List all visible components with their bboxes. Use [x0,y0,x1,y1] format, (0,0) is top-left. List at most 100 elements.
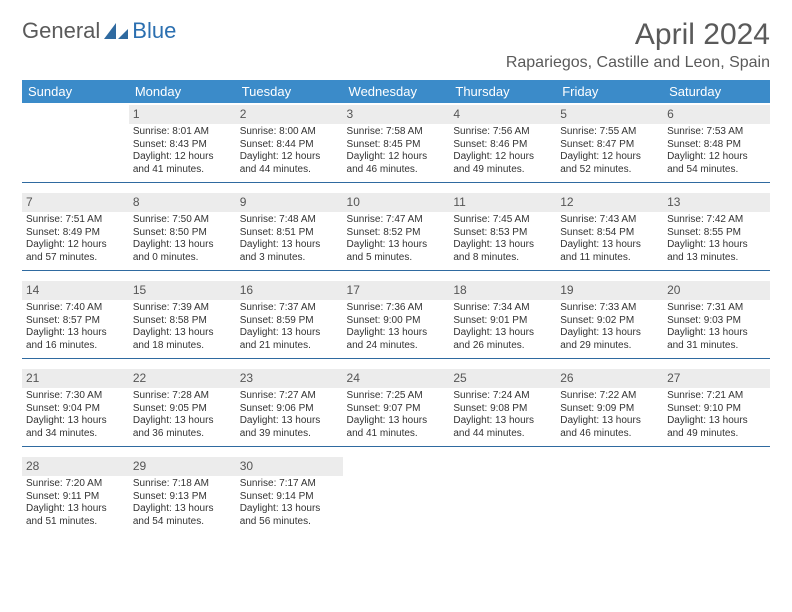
day-cell: 11Sunrise: 7:45 AMSunset: 8:53 PMDayligh… [449,191,556,271]
week-row: 1Sunrise: 8:01 AMSunset: 8:43 PMDaylight… [22,103,770,183]
day-sunset: Sunset: 8:46 PM [453,139,552,152]
day-cell: 17Sunrise: 7:36 AMSunset: 9:00 PMDayligh… [343,279,450,359]
calendar-table: SundayMondayTuesdayWednesdayThursdayFrid… [22,80,770,534]
day-number: 25 [449,369,556,388]
day-cell: 19Sunrise: 7:33 AMSunset: 9:02 PMDayligh… [556,279,663,359]
day-sunrise: Sunrise: 7:39 AM [133,302,232,315]
day-day2: and 46 minutes. [560,428,659,441]
day-sunset: Sunset: 8:43 PM [133,139,232,152]
day-day2: and 11 minutes. [560,252,659,265]
day-sunset: Sunset: 9:00 PM [347,315,446,328]
day-day2: and 56 minutes. [240,516,339,529]
day-sunset: Sunset: 8:45 PM [347,139,446,152]
day-number: 12 [556,193,663,212]
day-day1: Daylight: 13 hours [240,327,339,340]
week-separator [22,447,770,456]
day-day2: and 29 minutes. [560,340,659,353]
day-number: 6 [663,105,770,124]
day-number: 30 [236,457,343,476]
day-day2: and 52 minutes. [560,164,659,177]
day-sunset: Sunset: 8:50 PM [133,227,232,240]
day-cell: 25Sunrise: 7:24 AMSunset: 9:08 PMDayligh… [449,367,556,447]
day-day2: and 54 minutes. [133,516,232,529]
logo-text-2: Blue [132,18,176,44]
day-number: 10 [343,193,450,212]
day-number: 21 [22,369,129,388]
day-day2: and 39 minutes. [240,428,339,441]
day-day2: and 8 minutes. [453,252,552,265]
day-sunrise: Sunrise: 7:56 AM [453,126,552,139]
day-day1: Daylight: 13 hours [560,327,659,340]
week-row: 28Sunrise: 7:20 AMSunset: 9:11 PMDayligh… [22,455,770,534]
day-cell: 8Sunrise: 7:50 AMSunset: 8:50 PMDaylight… [129,191,236,271]
day-sunset: Sunset: 8:49 PM [26,227,125,240]
day-sunset: Sunset: 9:05 PM [133,403,232,416]
day-number: 18 [449,281,556,300]
day-day2: and 41 minutes. [133,164,232,177]
day-sunset: Sunset: 9:07 PM [347,403,446,416]
week-row: 14Sunrise: 7:40 AMSunset: 8:57 PMDayligh… [22,279,770,359]
empty-cell [556,455,663,534]
empty-cell [343,455,450,534]
week-row: 7Sunrise: 7:51 AMSunset: 8:49 PMDaylight… [22,191,770,271]
day-sunrise: Sunrise: 7:37 AM [240,302,339,315]
day-cell: 20Sunrise: 7:31 AMSunset: 9:03 PMDayligh… [663,279,770,359]
day-sunrise: Sunrise: 7:36 AM [347,302,446,315]
logo: General Blue [22,18,176,44]
day-sunrise: Sunrise: 7:42 AM [667,214,766,227]
day-day1: Daylight: 13 hours [667,239,766,252]
day-sunset: Sunset: 9:06 PM [240,403,339,416]
day-sunset: Sunset: 9:02 PM [560,315,659,328]
day-day1: Daylight: 13 hours [133,327,232,340]
day-day2: and 31 minutes. [667,340,766,353]
day-cell: 13Sunrise: 7:42 AMSunset: 8:55 PMDayligh… [663,191,770,271]
day-day1: Daylight: 13 hours [240,503,339,516]
day-cell: 16Sunrise: 7:37 AMSunset: 8:59 PMDayligh… [236,279,343,359]
day-day1: Daylight: 13 hours [26,503,125,516]
day-day2: and 44 minutes. [453,428,552,441]
weekday-tuesday: Tuesday [236,80,343,103]
day-day1: Daylight: 13 hours [240,239,339,252]
day-day1: Daylight: 13 hours [26,415,125,428]
day-sunset: Sunset: 9:13 PM [133,491,232,504]
day-number: 8 [129,193,236,212]
day-day2: and 18 minutes. [133,340,232,353]
day-number: 2 [236,105,343,124]
day-number: 24 [343,369,450,388]
empty-cell [663,455,770,534]
week-row: 21Sunrise: 7:30 AMSunset: 9:04 PMDayligh… [22,367,770,447]
day-sunset: Sunset: 8:59 PM [240,315,339,328]
day-sunset: Sunset: 9:09 PM [560,403,659,416]
day-day1: Daylight: 13 hours [26,327,125,340]
day-sunrise: Sunrise: 7:20 AM [26,478,125,491]
day-cell: 1Sunrise: 8:01 AMSunset: 8:43 PMDaylight… [129,103,236,183]
day-day1: Daylight: 13 hours [347,327,446,340]
day-sunset: Sunset: 9:01 PM [453,315,552,328]
day-day2: and 57 minutes. [26,252,125,265]
day-day1: Daylight: 13 hours [560,239,659,252]
day-number: 23 [236,369,343,388]
day-cell: 3Sunrise: 7:58 AMSunset: 8:45 PMDaylight… [343,103,450,183]
day-cell: 12Sunrise: 7:43 AMSunset: 8:54 PMDayligh… [556,191,663,271]
day-cell: 29Sunrise: 7:18 AMSunset: 9:13 PMDayligh… [129,455,236,534]
day-sunrise: Sunrise: 8:01 AM [133,126,232,139]
day-number: 26 [556,369,663,388]
day-day1: Daylight: 13 hours [347,415,446,428]
day-sunset: Sunset: 8:48 PM [667,139,766,152]
day-day1: Daylight: 13 hours [667,415,766,428]
day-cell: 22Sunrise: 7:28 AMSunset: 9:05 PMDayligh… [129,367,236,447]
day-number: 7 [22,193,129,212]
day-day2: and 3 minutes. [240,252,339,265]
day-number: 15 [129,281,236,300]
day-sunrise: Sunrise: 7:40 AM [26,302,125,315]
day-number: 5 [556,105,663,124]
day-sunrise: Sunrise: 7:21 AM [667,390,766,403]
day-number: 29 [129,457,236,476]
day-cell: 14Sunrise: 7:40 AMSunset: 8:57 PMDayligh… [22,279,129,359]
day-number: 4 [449,105,556,124]
weekday-wednesday: Wednesday [343,80,450,103]
day-day2: and 36 minutes. [133,428,232,441]
week-separator [22,271,770,280]
day-cell: 6Sunrise: 7:53 AMSunset: 8:48 PMDaylight… [663,103,770,183]
day-day1: Daylight: 12 hours [240,151,339,164]
